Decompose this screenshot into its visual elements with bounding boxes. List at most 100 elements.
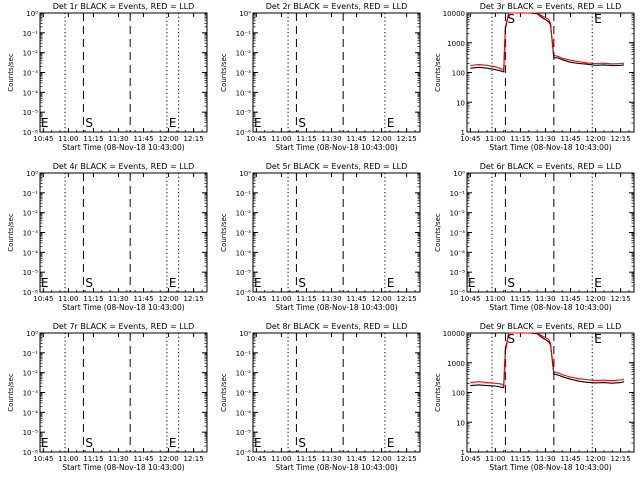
- x-tick-label: 12:15: [184, 295, 204, 303]
- panel-6: Det 6r BLACK = Events, RED = LLD 10:45 11:…: [434, 162, 635, 312]
- x-tick-label: 11:45: [560, 135, 580, 143]
- y-tick-label: 1: [461, 449, 465, 457]
- edge-marker-label: E: [41, 276, 49, 290]
- x-axis-label: Start Time (08-Nov-18 10:43:00): [62, 303, 184, 312]
- x-tick-label: 11:30: [108, 295, 128, 303]
- x-axis-label: Start Time (08-Nov-18 10:43:00): [275, 143, 397, 152]
- series-line-events: [470, 332, 625, 389]
- y-tick-label: 10⁻⁶: [450, 289, 466, 297]
- x-tick-label: 11:45: [133, 295, 153, 303]
- y-tick-label: 10⁻⁶: [236, 449, 252, 457]
- y-tick-label: 10⁻⁴: [236, 249, 252, 257]
- x-tick-label: 11:15: [83, 135, 103, 143]
- y-tick-label: 10⁻⁶: [236, 129, 252, 137]
- x-tick-label: 10:45: [246, 295, 266, 303]
- y-tick-label: 10⁻⁴: [23, 249, 39, 257]
- x-tick-label: 12:15: [611, 295, 631, 303]
- x-tick-label: 11:00: [485, 295, 505, 303]
- x-axis-label: Start Time (08-Nov-18 10:43:00): [275, 463, 397, 472]
- x-tick-label: 11:45: [346, 455, 366, 463]
- y-axis-label: Counts/sec: [220, 213, 228, 252]
- panel-title: Det 8r BLACK = Events, RED = LLD: [266, 322, 408, 331]
- x-tick-label: 11:30: [321, 455, 341, 463]
- edge-marker-label: E: [254, 276, 262, 290]
- x-tick-label: 11:00: [271, 295, 291, 303]
- x-tick-label: 11:15: [83, 295, 103, 303]
- marker-label-e: E: [594, 12, 602, 26]
- x-tick-label: 10:45: [246, 135, 266, 143]
- x-tick-label: 11:30: [535, 135, 555, 143]
- y-tick-label: 10⁻⁴: [450, 249, 466, 257]
- x-tick-label: 12:15: [397, 455, 417, 463]
- panel-title: Det 2r BLACK = Events, RED = LLD: [266, 2, 408, 11]
- edge-marker-label: E: [41, 116, 49, 130]
- y-tick-label: 10⁻³: [23, 70, 39, 78]
- x-tick-label: 11:15: [83, 455, 103, 463]
- marker-label-s: S: [507, 12, 515, 26]
- y-tick-label: 10⁰: [26, 170, 38, 178]
- edge-marker-label: E: [41, 436, 49, 450]
- panel-title: Det 1r BLACK = Events, RED = LLD: [53, 2, 195, 11]
- y-tick-label: 10⁻²: [236, 210, 252, 218]
- panel-title: Det 3r BLACK = Events, RED = LLD: [480, 2, 622, 11]
- series-line-lld: [470, 12, 625, 71]
- panel-2: Det 2r BLACK = Events, RED = LLD 10:45 11:…: [220, 2, 421, 152]
- x-tick-label: 11:00: [485, 135, 505, 143]
- x-tick-label: 11:15: [510, 455, 530, 463]
- x-tick-label: 11:00: [271, 135, 291, 143]
- marker-label-e: E: [594, 332, 602, 346]
- x-tick-label: 11:15: [510, 135, 530, 143]
- y-axis-label: Counts/sec: [434, 373, 442, 412]
- x-tick-label: 11:15: [296, 135, 316, 143]
- marker-label-e: E: [169, 276, 177, 290]
- x-tick-label: 12:15: [184, 455, 204, 463]
- y-tick-label: 10⁻³: [23, 390, 39, 398]
- y-tick-label: 10⁻⁵: [236, 429, 252, 437]
- edge-marker-label: E: [468, 276, 476, 290]
- x-tick-label: 11:00: [58, 455, 78, 463]
- x-tick-label: 12:00: [158, 295, 178, 303]
- x-tick-label: 12:00: [371, 295, 391, 303]
- x-tick-label: 12:00: [585, 455, 605, 463]
- marker-label-s: S: [507, 276, 515, 290]
- y-tick-label: 10⁻⁴: [236, 89, 252, 97]
- panel-3: Det 3r BLACK = Events, RED = LLD 10:45 11:…: [434, 2, 635, 152]
- x-tick-label: 11:45: [560, 455, 580, 463]
- x-tick-label: 11:45: [346, 135, 366, 143]
- marker-label-s: S: [85, 116, 93, 130]
- panel-title: Det 6r BLACK = Events, RED = LLD: [480, 162, 622, 171]
- y-tick-label: 10⁻⁵: [23, 429, 39, 437]
- y-tick-label: 10⁰: [453, 170, 465, 178]
- y-tick-label: 10⁻²: [450, 210, 466, 218]
- x-tick-label: 12:15: [184, 135, 204, 143]
- panel-title: Det 9r BLACK = Events, RED = LLD: [480, 322, 622, 331]
- plot-frame: [466, 12, 635, 133]
- y-tick-label: 10⁻⁵: [450, 269, 466, 277]
- x-tick-label: 11:30: [535, 455, 555, 463]
- x-tick-label: 12:00: [585, 295, 605, 303]
- x-tick-label: 11:45: [133, 455, 153, 463]
- y-tick-label: 10⁻⁵: [23, 269, 39, 277]
- y-tick-label: 10⁻³: [236, 390, 252, 398]
- x-tick-label: 12:15: [611, 135, 631, 143]
- plot-frame: [252, 12, 421, 133]
- x-tick-label: 12:15: [397, 295, 417, 303]
- panel-1: Det 1r BLACK = Events, RED = LLD 10:45 11:…: [7, 2, 208, 152]
- marker-label-s: S: [85, 276, 93, 290]
- x-axis-label: Start Time (08-Nov-18 10:43:00): [275, 303, 397, 312]
- marker-label-s: S: [298, 276, 306, 290]
- x-tick-label: 10:45: [460, 135, 480, 143]
- plot-frame: [39, 172, 208, 293]
- y-tick-label: 10⁻⁶: [23, 129, 39, 137]
- marker-label-s: S: [507, 332, 515, 346]
- series-line-lld: [470, 332, 625, 386]
- y-tick-label: 10: [456, 99, 465, 107]
- x-tick-label: 10:45: [246, 455, 266, 463]
- y-tick-label: 10⁰: [26, 10, 38, 18]
- y-tick-label: 100: [452, 390, 465, 398]
- y-axis-label: Counts/sec: [434, 53, 442, 92]
- x-tick-label: 11:30: [108, 455, 128, 463]
- y-tick-label: 10⁻¹: [23, 190, 39, 198]
- x-tick-label: 12:00: [371, 135, 391, 143]
- x-tick-label: 12:15: [397, 135, 417, 143]
